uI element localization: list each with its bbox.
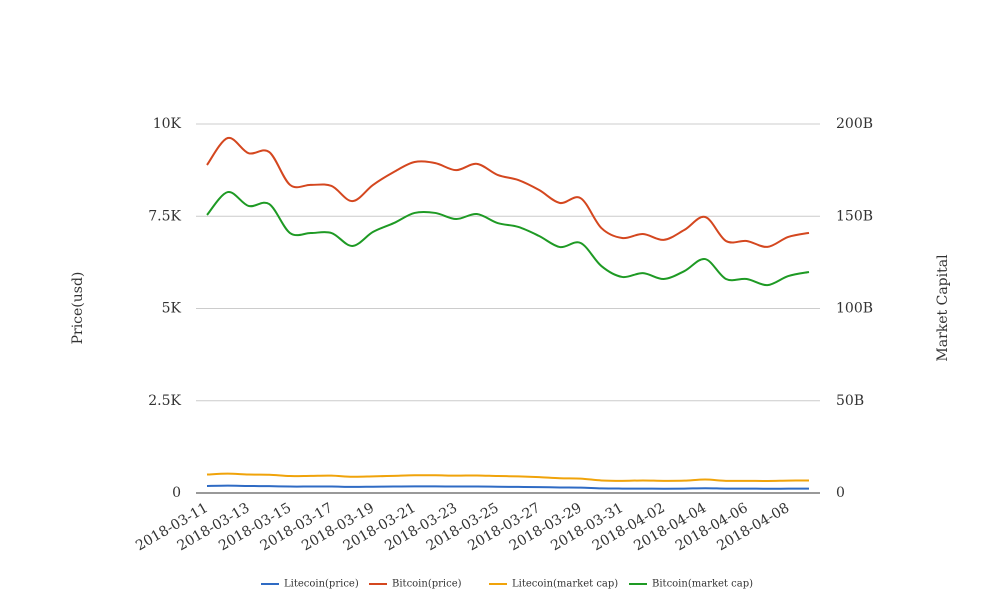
series-line <box>206 472 810 483</box>
y2-tick-label: 0 <box>836 485 845 501</box>
legend-label: Bitcoin(price) <box>392 579 462 590</box>
series-line <box>206 137 810 248</box>
y2-tick-label: 50B <box>836 393 864 409</box>
y2-tick-label: 200B <box>836 116 873 132</box>
series-line <box>206 484 810 490</box>
legend-label: Litecoin(price) <box>284 579 359 590</box>
y2-tick-label: 150B <box>836 208 873 224</box>
y-tick-label: 0 <box>172 485 181 501</box>
legend-label: Bitcoin(market cap) <box>652 579 753 590</box>
legend-label: Litecoin(market cap) <box>512 579 618 590</box>
y2-axis-label: Market Capital <box>935 254 951 362</box>
series-line <box>206 191 810 287</box>
legend: Litecoin(price) Bitcoin(price) Litecoin(ma… <box>261 579 753 590</box>
y-tick-label: 7.5K <box>148 208 181 224</box>
y-tick-label: 2.5K <box>148 393 181 409</box>
y-axis-label: Price(usd) <box>70 272 86 345</box>
y2-tick-label: 100B <box>836 301 873 317</box>
y-tick-label: 5K <box>162 301 182 317</box>
y-tick-label: 10K <box>153 116 182 132</box>
